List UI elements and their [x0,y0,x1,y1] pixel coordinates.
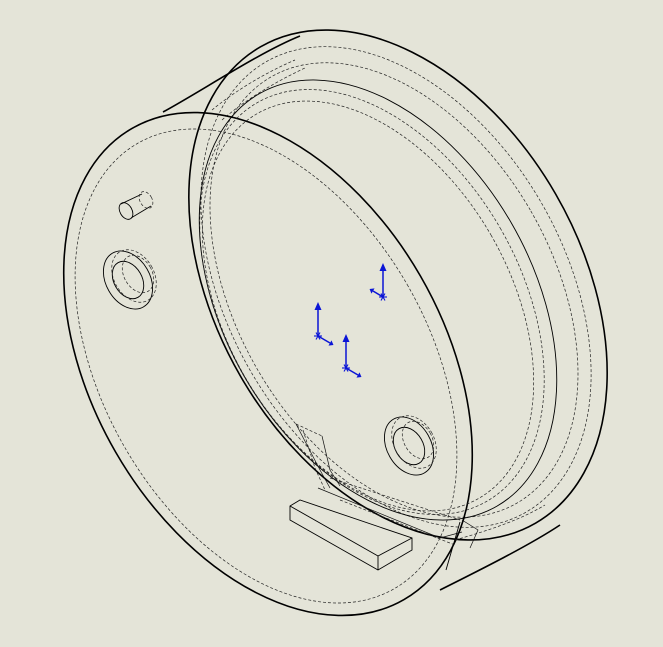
small-pin-hole [118,191,154,220]
coordinate-triad-icon [342,334,362,378]
back-face-outline [188,29,608,541]
cable-channel [289,423,479,571]
inner-recess [198,59,558,541]
front-face [62,111,474,617]
counterbored-hole-lower [383,415,437,476]
coordinate-triad-icon [369,263,387,301]
coordinate-triads [314,263,387,378]
coordinate-triad-icon [314,302,334,346]
cylinder-silhouette [162,35,561,591]
counterbored-hole-upper [102,249,157,310]
